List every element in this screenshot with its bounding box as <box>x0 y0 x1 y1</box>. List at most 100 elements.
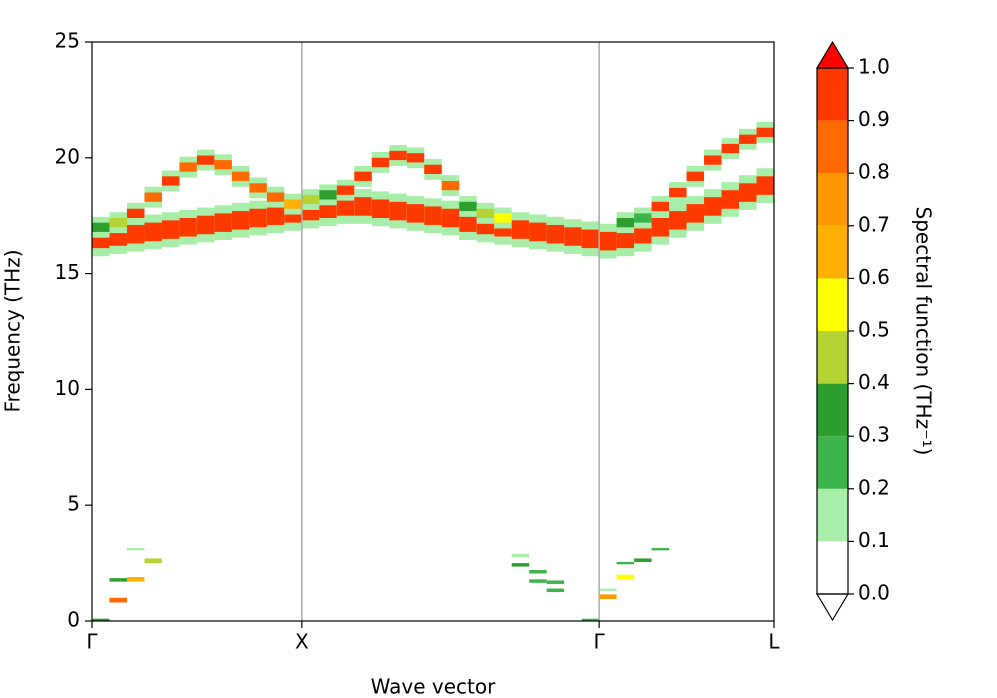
cell <box>564 227 582 246</box>
colorbar-tick-label: 0.9 <box>858 107 890 131</box>
colorbar-tick-label: 0.4 <box>858 370 890 394</box>
cell <box>756 127 774 137</box>
cell <box>686 204 705 223</box>
y-tick-label: 0 <box>67 608 80 632</box>
cell <box>126 576 145 582</box>
cell <box>354 171 372 181</box>
cell <box>511 220 530 239</box>
cell <box>109 218 127 228</box>
cell <box>389 150 407 161</box>
colorbar-under <box>815 593 850 622</box>
colorbar-segment <box>817 173 848 226</box>
cell <box>441 208 460 228</box>
colorbar-tick-label: 0.7 <box>858 212 890 236</box>
cell <box>424 164 442 175</box>
colorbar-tick-label: 0.6 <box>858 265 890 289</box>
cell <box>669 211 687 230</box>
colorbar-over <box>815 40 850 69</box>
cell <box>669 187 687 198</box>
axes: Γ X Γ L 0 5 10 15 20 25 0.0 0.1 0.2 0.3 0.4 0.5 0.6 0.7 0.… <box>55 29 890 654</box>
cell <box>371 157 390 168</box>
cell <box>529 570 547 574</box>
cell <box>546 588 565 593</box>
colorbar-segment <box>817 541 848 594</box>
colorbar-tick-label: 1.0 <box>858 55 890 79</box>
cell <box>231 211 250 230</box>
colorbar-segment <box>817 68 848 121</box>
cell <box>704 155 722 165</box>
cell <box>721 143 740 154</box>
cell <box>231 171 250 181</box>
y-tick-label: 10 <box>55 376 80 400</box>
cell <box>476 208 495 219</box>
cell <box>161 220 180 239</box>
colorbar-label: Spectral function (THz⁻¹) <box>912 207 936 456</box>
cell <box>161 176 180 186</box>
cell <box>319 190 337 200</box>
cell <box>686 171 705 181</box>
cell <box>196 155 215 165</box>
y-tick-label: 20 <box>55 144 80 168</box>
y-tick-label: 15 <box>55 260 80 284</box>
cell <box>756 176 774 195</box>
cell <box>354 197 372 216</box>
cell <box>616 218 635 228</box>
cell <box>459 213 477 232</box>
y-tick-label: 25 <box>55 29 80 53</box>
cell <box>599 231 617 251</box>
cell <box>616 229 635 249</box>
cell <box>546 580 565 584</box>
cell <box>616 561 635 565</box>
colorbar-tick-label: 0.2 <box>858 475 890 499</box>
colorbar-tick-label: 0.5 <box>858 318 890 342</box>
cell <box>721 190 740 209</box>
colorbar-segment <box>817 383 848 437</box>
colorbar-segment <box>817 120 848 174</box>
cell <box>599 588 617 591</box>
cell <box>336 197 355 216</box>
colorbar-segment <box>817 488 848 542</box>
cell <box>144 222 162 242</box>
x-axis-label: Wave vector <box>371 675 496 698</box>
cell <box>651 201 670 212</box>
cell <box>511 563 530 567</box>
cell <box>511 553 530 558</box>
colorbar-tick-label: 0.1 <box>858 528 890 552</box>
cell <box>739 134 757 144</box>
colorbar-tick-label: 0.8 <box>858 160 890 184</box>
cell <box>196 215 215 235</box>
cell <box>406 204 425 223</box>
cell <box>371 199 390 219</box>
cell <box>126 548 145 551</box>
plot-frame <box>91 41 775 622</box>
cell <box>249 183 267 193</box>
cell <box>634 213 652 223</box>
cell <box>406 153 425 163</box>
cell <box>301 194 320 205</box>
x-tick-label: X <box>295 630 309 654</box>
cell <box>581 229 600 249</box>
cell <box>144 558 162 564</box>
cell <box>651 548 670 551</box>
y-tick-label: 5 <box>67 492 80 516</box>
cell <box>634 224 652 244</box>
cell <box>92 222 110 232</box>
cell <box>494 213 512 223</box>
colorbar-segment <box>817 225 848 279</box>
cell <box>634 558 652 562</box>
cell <box>92 618 110 621</box>
cell <box>144 192 162 202</box>
colorbar-segment <box>817 331 848 384</box>
cell <box>336 185 355 195</box>
x-tick-label: Γ <box>594 630 606 654</box>
cell <box>249 208 267 228</box>
cell <box>126 224 145 244</box>
cell <box>529 579 547 583</box>
cell <box>529 222 547 242</box>
heatmap <box>92 121 774 621</box>
cell <box>266 192 285 202</box>
cell <box>581 618 600 621</box>
x-tick-label: L <box>768 630 780 654</box>
cell <box>651 218 670 237</box>
